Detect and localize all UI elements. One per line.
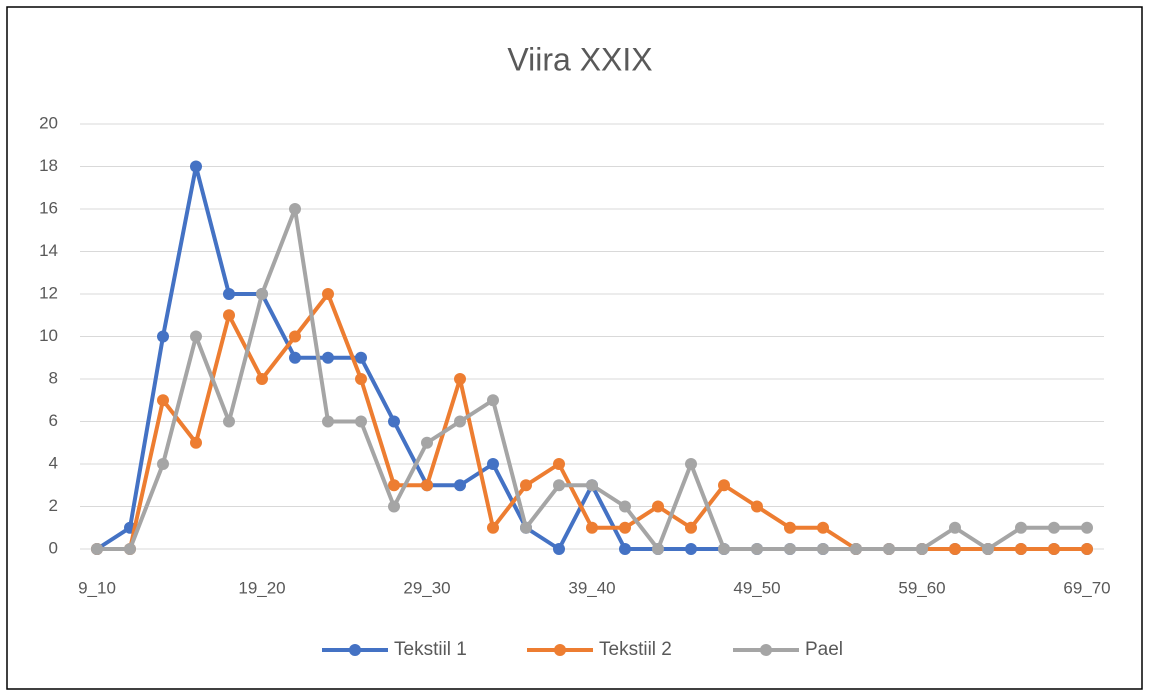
point xyxy=(355,415,367,428)
point xyxy=(718,543,730,555)
point xyxy=(652,543,664,555)
point xyxy=(982,543,994,555)
point xyxy=(817,521,829,534)
point xyxy=(190,160,202,173)
chart-title: Viira XXIX xyxy=(507,41,652,77)
point xyxy=(1081,521,1093,534)
x-tick-label: 49_50 xyxy=(733,578,780,597)
y-tick-label: 14 xyxy=(39,241,58,260)
point xyxy=(916,543,928,555)
point xyxy=(718,479,730,492)
point xyxy=(355,373,367,385)
point xyxy=(487,521,499,534)
point xyxy=(586,479,598,492)
point xyxy=(355,351,367,364)
y-tick-label: 6 xyxy=(49,411,58,430)
point xyxy=(124,543,136,555)
point xyxy=(322,415,334,428)
point xyxy=(388,415,400,428)
point xyxy=(157,458,169,470)
point xyxy=(289,351,301,364)
point xyxy=(421,436,433,449)
point xyxy=(1015,521,1027,534)
y-tick-label: 12 xyxy=(39,283,58,302)
point xyxy=(553,543,565,555)
x-tick-label: 59_60 xyxy=(898,578,945,597)
y-tick-label: 0 xyxy=(49,538,58,557)
point xyxy=(1015,543,1027,555)
point xyxy=(586,521,598,534)
point xyxy=(1081,543,1093,555)
point xyxy=(487,394,499,407)
x-tick-label: 19_20 xyxy=(238,578,285,597)
point xyxy=(91,543,103,555)
point xyxy=(784,521,796,534)
point xyxy=(322,288,334,300)
point xyxy=(190,436,202,449)
point xyxy=(784,543,796,555)
y-tick-label: 2 xyxy=(49,496,58,515)
point xyxy=(322,351,334,364)
point xyxy=(454,415,466,428)
point xyxy=(157,330,169,343)
legend-marker xyxy=(349,644,361,656)
point xyxy=(553,458,565,470)
point xyxy=(190,330,202,343)
point xyxy=(652,500,664,513)
point xyxy=(223,415,235,428)
point xyxy=(619,500,631,513)
point xyxy=(223,309,235,322)
point xyxy=(751,500,763,513)
point xyxy=(388,500,400,513)
point xyxy=(949,521,961,534)
point xyxy=(553,479,565,492)
legend-marker xyxy=(760,644,772,656)
point xyxy=(289,330,301,343)
point xyxy=(256,288,268,300)
point xyxy=(685,521,697,534)
x-tick-label: 69_70 xyxy=(1063,578,1110,597)
point xyxy=(421,479,433,492)
point xyxy=(751,543,763,555)
y-tick-label: 20 xyxy=(39,113,58,132)
x-tick-label: 39_40 xyxy=(568,578,615,597)
x-tick-label: 29_30 xyxy=(403,578,450,597)
legend-marker xyxy=(554,644,566,656)
point xyxy=(619,521,631,534)
y-tick-label: 10 xyxy=(39,326,58,345)
y-tick-label: 8 xyxy=(49,368,58,387)
point xyxy=(256,373,268,385)
point xyxy=(388,479,400,492)
legend-label: Tekstiil 2 xyxy=(599,639,672,660)
point xyxy=(1048,521,1060,534)
legend-label: Pael xyxy=(805,639,843,660)
chart-frame xyxy=(6,6,1143,690)
point xyxy=(1048,543,1060,555)
x-tick-label: 9_10 xyxy=(78,578,116,597)
point xyxy=(157,394,169,407)
point xyxy=(685,458,697,470)
legend-label: Tekstiil 1 xyxy=(394,639,467,660)
point xyxy=(520,479,532,492)
point xyxy=(850,543,862,555)
y-tick-label: 18 xyxy=(39,156,58,175)
point xyxy=(949,543,961,555)
y-tick-label: 4 xyxy=(49,453,58,472)
point xyxy=(883,543,895,555)
point xyxy=(454,373,466,385)
y-tick-label: 16 xyxy=(39,198,58,217)
point xyxy=(289,203,301,215)
point xyxy=(619,543,631,555)
point xyxy=(487,458,499,470)
point xyxy=(223,288,235,300)
point xyxy=(520,521,532,534)
point xyxy=(454,479,466,492)
point xyxy=(685,543,697,555)
point xyxy=(817,543,829,555)
